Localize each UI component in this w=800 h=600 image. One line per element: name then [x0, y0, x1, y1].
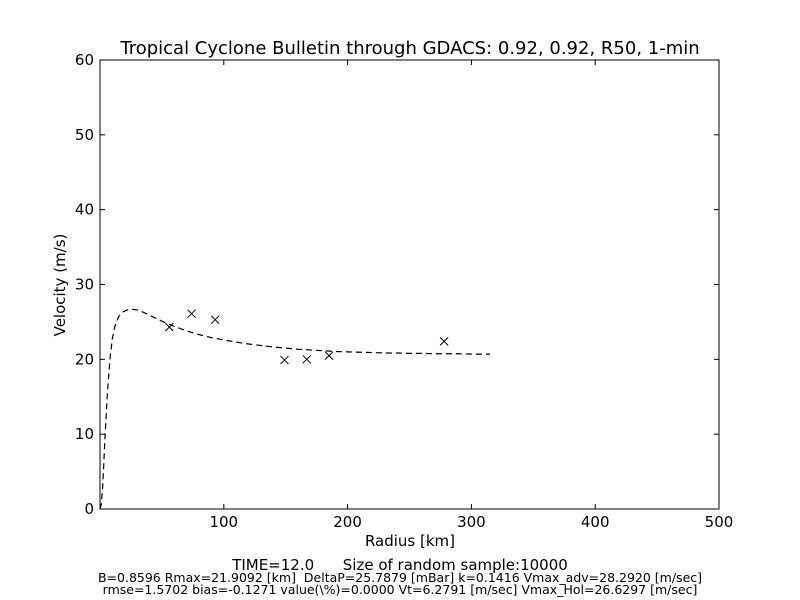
- chart-title: Tropical Cyclone Bulletin through GDACS:…: [119, 38, 699, 59]
- data-point-x-marker: [280, 355, 289, 365]
- x-tick-label: 200: [333, 513, 362, 531]
- data-point-x-marker: [210, 315, 220, 325]
- x-tick-label: 100: [209, 513, 238, 531]
- data-point-x-marker: [439, 337, 449, 346]
- data-point-x-marker: [187, 309, 196, 319]
- x-axis-label: Radius [km]: [365, 532, 455, 550]
- data-point-x-marker: [302, 354, 312, 364]
- data-point-x-marker: [324, 351, 334, 360]
- plot-area: 100 200 300 400 500 0 10 20 30 40 50 60: [75, 51, 733, 531]
- data-point-x-marker: [164, 322, 174, 332]
- footer-params: B=0.8596 Rmax=21.9092 [km] DeltaP=25.787…: [98, 570, 702, 585]
- y-tick-label: 10: [75, 425, 94, 443]
- series-line-dashed: [99, 308, 490, 510]
- x-tick-label: 300: [457, 513, 486, 531]
- x-tick-label: 400: [581, 513, 610, 531]
- y-tick-label: 30: [75, 276, 94, 294]
- footer-stats: rmse=1.5702 bias=-0.1271 value(\%)=0.000…: [103, 582, 698, 597]
- footer-time-sample: TIME=12.0 Size of random sample:10000: [231, 556, 568, 574]
- y-tick-label: 0: [84, 500, 94, 518]
- y-tick-label: 50: [75, 126, 94, 144]
- y-tick-label: 60: [75, 51, 94, 69]
- x-tick-label: 500: [705, 513, 734, 531]
- y-axis-label: Velocity (m/s): [51, 234, 69, 337]
- y-tick-label: 20: [75, 350, 94, 368]
- y-tick-label: 40: [75, 201, 94, 219]
